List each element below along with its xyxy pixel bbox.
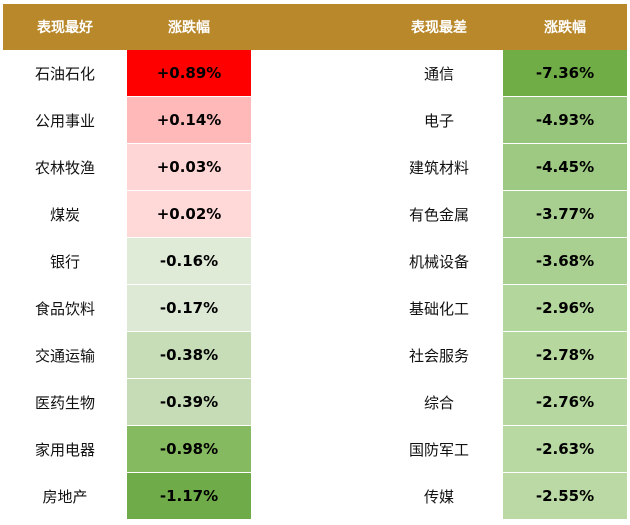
- worst-sector-name: 国防军工: [408, 441, 469, 459]
- worst-sector-change: -2.96%: [503, 285, 627, 332]
- worst-sector-name: 综合: [423, 394, 454, 412]
- column-gap: [251, 97, 375, 144]
- table-row: 农林牧渔 +0.03% 建筑材料 -4.45%: [3, 144, 627, 191]
- best-value-header: 涨跌幅: [168, 20, 210, 36]
- best-sector-change: +0.89%: [127, 50, 251, 97]
- worst-sector-change: -3.77%: [503, 191, 627, 238]
- column-gap: [251, 285, 375, 332]
- column-gap: [251, 50, 375, 97]
- worst-sector-name: 社会服务: [408, 347, 469, 365]
- worst-sector-change: -2.63%: [503, 426, 627, 473]
- worst-sector-name: 机械设备: [408, 253, 469, 271]
- worst-sector-change: -4.93%: [503, 97, 627, 144]
- worst-sector-name: 建筑材料: [408, 159, 469, 177]
- best-sector-change: -0.38%: [127, 332, 251, 379]
- worst-value-header: 涨跌幅: [544, 20, 586, 36]
- column-gap: [251, 238, 375, 285]
- column-gap: [251, 426, 375, 473]
- best-sector-name: 医药生物: [34, 394, 95, 412]
- column-gap: [251, 379, 375, 426]
- worst-sector-name: 有色金属: [408, 206, 469, 224]
- worst-sector-change: -4.45%: [503, 144, 627, 191]
- column-gap: [251, 144, 375, 191]
- best-sector-change: +0.14%: [127, 97, 251, 144]
- best-sector-name: 石油石化: [34, 65, 95, 83]
- table-row: 银行 -0.16% 机械设备 -3.68%: [3, 238, 627, 285]
- best-sector-change: +0.03%: [127, 144, 251, 191]
- table-row: 家用电器 -0.98% 国防军工 -2.63%: [3, 426, 627, 473]
- worst-sector-name: 传媒: [423, 488, 454, 506]
- best-sector-change: -0.16%: [127, 238, 251, 285]
- best-sector-change: -0.39%: [127, 379, 251, 426]
- column-gap: [251, 191, 375, 238]
- table-row: 煤炭 +0.02% 有色金属 -3.77%: [3, 191, 627, 238]
- worst-name-header: 表现最差: [411, 20, 467, 36]
- best-sector-name: 公用事业: [34, 112, 95, 130]
- best-sector-change: -0.17%: [127, 285, 251, 332]
- best-sector-name: 农林牧渔: [34, 159, 95, 177]
- table-row: 医药生物 -0.39% 综合 -2.76%: [3, 379, 627, 426]
- table-row: 房地产 -1.17% 传媒 -2.55%: [3, 473, 627, 520]
- best-sector-name: 银行: [49, 253, 80, 271]
- best-sector-change: -1.17%: [127, 473, 251, 520]
- best-sector-name: 食品饮料: [34, 300, 95, 318]
- worst-sector-change: -2.55%: [503, 473, 627, 520]
- worst-sector-name: 通信: [423, 65, 454, 83]
- worst-sector-change: -7.36%: [503, 50, 627, 97]
- column-gap: [251, 332, 375, 379]
- table-row: 公用事业 +0.14% 电子 -4.93%: [3, 97, 627, 144]
- worst-sector-name: 基础化工: [408, 300, 469, 318]
- table-body: 石油石化 +0.89% 通信 -7.36% 公用事业 +0.14% 电子 -4.93% 农林牧渔…: [3, 50, 627, 520]
- header-gap: [251, 4, 375, 50]
- worst-sector-change: -2.76%: [503, 379, 627, 426]
- worst-sector-change: -3.68%: [503, 238, 627, 285]
- header-row: 表现最好 涨跌幅 表现最差 涨跌幅: [3, 4, 627, 50]
- best-sector-name: 房地产: [42, 488, 88, 506]
- table-row: 食品饮料 -0.17% 基础化工 -2.96%: [3, 285, 627, 332]
- performance-table: 表现最好 涨跌幅 表现最差 涨跌幅 石油石化 +0.89% 通信 -7.36% 公用事业…: [3, 4, 627, 520]
- best-sector-change: -0.98%: [127, 426, 251, 473]
- table-row: 交通运输 -0.38% 社会服务 -2.78%: [3, 332, 627, 379]
- table-row: 石油石化 +0.89% 通信 -7.36%: [3, 50, 627, 97]
- best-sector-change: +0.02%: [127, 191, 251, 238]
- best-sector-name: 家用电器: [34, 441, 95, 459]
- best-sector-name: 煤炭: [49, 206, 80, 224]
- worst-sector-change: -2.78%: [503, 332, 627, 379]
- best-name-header: 表现最好: [37, 20, 93, 36]
- column-gap: [251, 473, 375, 520]
- best-sector-name: 交通运输: [34, 347, 95, 365]
- worst-sector-name: 电子: [423, 112, 454, 130]
